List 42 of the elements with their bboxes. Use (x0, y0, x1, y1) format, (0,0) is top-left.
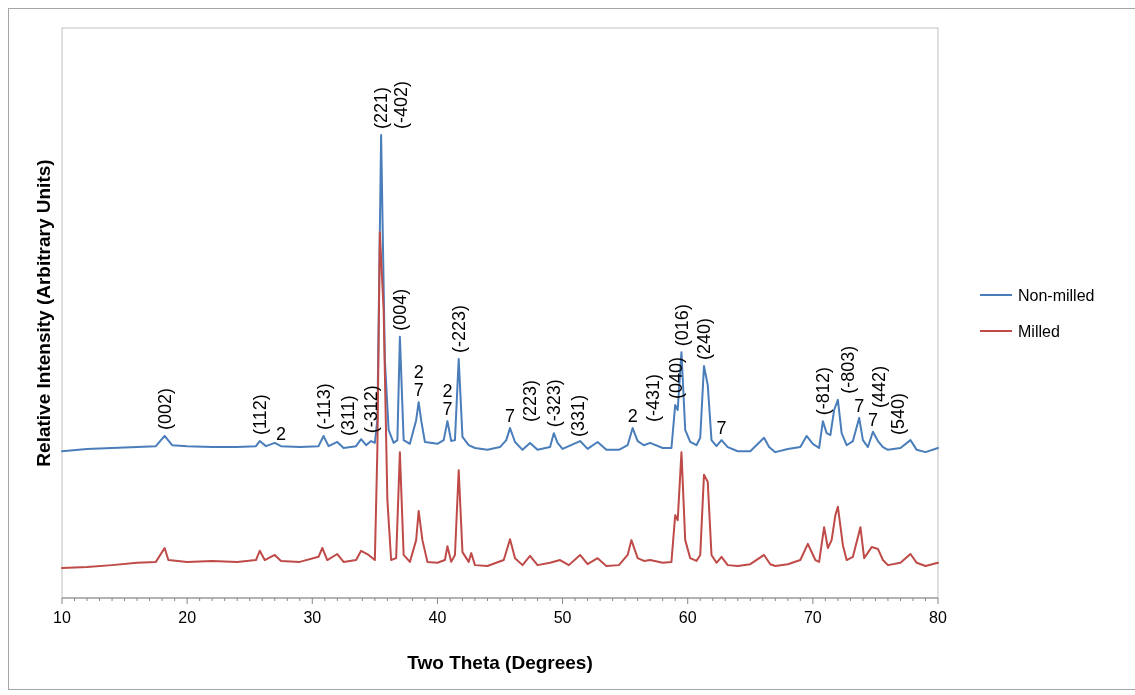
annotation: (-223) (449, 305, 469, 354)
annotation: 7 (505, 406, 516, 427)
annotation: (-113) (313, 383, 334, 430)
y-axis-title: Relative Intensity (Arbitrary Units) (33, 159, 54, 467)
annotation: (223) (520, 380, 541, 423)
annotation: (040) (665, 356, 686, 399)
x-tick-label: 80 (929, 609, 947, 626)
x-tick-label: 30 (303, 609, 322, 626)
annotation: (442) (869, 365, 890, 408)
legend-label: Milled (1018, 322, 1060, 340)
annotation: 7 (867, 409, 878, 430)
x-axis-title: Two Theta (Degrees) (407, 652, 593, 673)
legend-label: Non-milled (1018, 286, 1095, 304)
annotation: (016) (671, 304, 692, 347)
annotation: (112) (250, 394, 271, 436)
annotation: (-402) (391, 80, 412, 129)
annotation: 7 (413, 380, 424, 401)
annotation: 7 (854, 395, 865, 416)
annotation: 2 (413, 362, 424, 383)
x-tick-label: 10 (53, 609, 71, 626)
annotation: (-803) (838, 345, 859, 394)
annotation: (221) (371, 86, 392, 129)
x-tick-label: 60 (678, 609, 697, 626)
annotation: (004) (390, 288, 411, 331)
annotation: (-312) (361, 385, 382, 434)
x-tick-label: 50 (553, 609, 572, 626)
annotation: 2 (627, 406, 638, 427)
annotation: (540) (888, 393, 909, 436)
x-tick-label: 40 (428, 609, 447, 626)
annotation: 2 (275, 424, 287, 445)
annotation: (002) (154, 387, 175, 430)
annotation: (331) (567, 394, 588, 437)
annotation: 2 (442, 381, 453, 402)
annotation: 7 (716, 418, 727, 439)
annotation: 7 (442, 399, 453, 420)
x-tick-label: 70 (803, 609, 822, 626)
annotation: (311) (337, 395, 358, 436)
x-tick-label: 20 (178, 609, 197, 626)
annotation: (-323) (544, 379, 565, 428)
annotation: (240) (694, 318, 715, 361)
annotation: (-812) (813, 367, 834, 416)
annotation: (-431) (642, 374, 663, 423)
